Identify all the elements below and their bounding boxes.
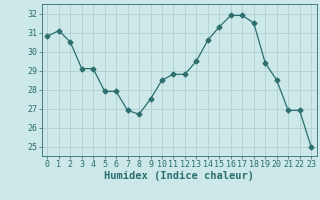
X-axis label: Humidex (Indice chaleur): Humidex (Indice chaleur) — [104, 171, 254, 181]
